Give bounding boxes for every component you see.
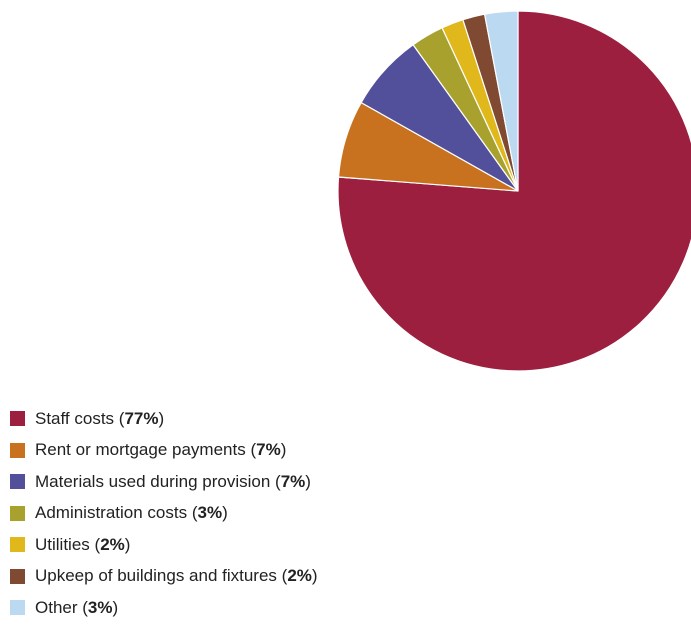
pie-slice-other <box>483 10 519 192</box>
legend-item-utilities: Utilities (2%) <box>10 529 318 561</box>
legend-item-materials: Materials used during provision (7%) <box>10 466 318 498</box>
legend-item-staff-costs: Staff costs (77%) <box>10 403 318 435</box>
legend-percent: 2% <box>287 566 312 586</box>
legend-item-rent-or-mortgage: Rent or mortgage payments (7%) <box>10 435 318 467</box>
legend-swatch <box>10 568 25 584</box>
legend-percent: 77% <box>124 408 159 428</box>
legend-label: Staff costs <box>35 408 115 428</box>
legend-item-other: Other (3%) <box>10 592 318 624</box>
legend-label: Administration costs <box>35 503 188 523</box>
legend-swatch <box>10 505 25 521</box>
legend-item-upkeep: Upkeep of buildings and fixtures (2%) <box>10 561 318 593</box>
legend-label: Rent or mortgage payments <box>35 440 246 460</box>
legend-swatch <box>10 474 25 490</box>
legend-label: Upkeep of buildings and fixtures <box>35 566 277 586</box>
legend-swatch <box>10 600 25 616</box>
chart-legend: Staff costs (77%) Rent or mortgage payme… <box>10 403 318 624</box>
legend-percent: 7% <box>280 471 306 491</box>
legend-label: Other <box>35 597 78 617</box>
legend-percent: 2% <box>100 534 125 554</box>
legend-swatch <box>10 537 25 553</box>
legend-percent: 3% <box>197 503 223 523</box>
legend-label: Materials used during provision <box>35 471 271 491</box>
pie-slices <box>337 10 691 372</box>
legend-percent: 3% <box>87 597 113 617</box>
legend-percent: 7% <box>256 440 281 460</box>
legend-swatch <box>10 442 25 458</box>
legend-label: Utilities <box>35 534 90 554</box>
legend-swatch <box>10 411 25 427</box>
legend-item-administration: Administration costs (3%) <box>10 498 318 530</box>
